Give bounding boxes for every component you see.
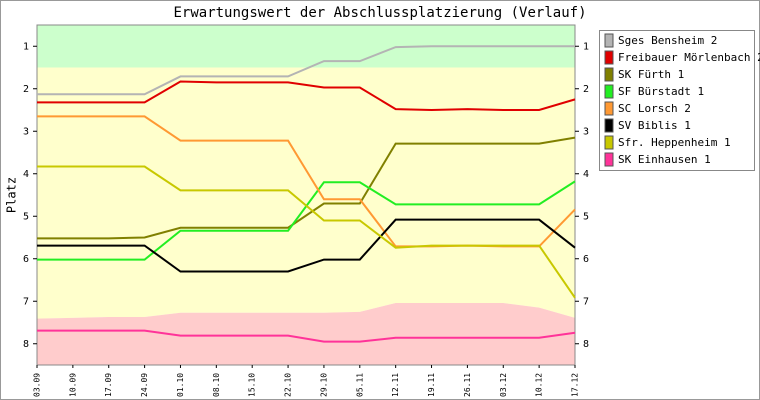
x-tick-label: 10.12: [535, 373, 544, 397]
y-tick-label: 8: [583, 339, 589, 350]
legend-swatch: [604, 33, 614, 48]
x-tick-label: 15.10: [248, 373, 257, 397]
y-tick-label: 6: [583, 254, 589, 265]
x-tick-label: 05.11: [355, 373, 364, 397]
y-tick-label: 1: [583, 41, 589, 52]
x-tick-label: 26.11: [463, 373, 472, 397]
legend-label: SK Fürth 1: [618, 68, 684, 81]
y-tick-label: 1: [23, 41, 29, 52]
zone: [37, 67, 575, 319]
legend-label: SF Bürstadt 1: [618, 85, 704, 98]
legend-label: Sfr. Heppenheim 1: [618, 136, 731, 149]
zone: [37, 302, 575, 365]
x-tick-label: 01.10: [176, 373, 185, 397]
plot-border: [36, 24, 576, 366]
x-tick-label: 08.10: [212, 373, 221, 397]
legend-swatch: [604, 84, 614, 99]
y-tick-label: 8: [23, 339, 29, 350]
legend-label: Freibauer Mörlenbach 2: [618, 51, 760, 64]
y-tick-label: 3: [23, 126, 29, 137]
series-line: [37, 80, 576, 112]
series-line: [37, 165, 576, 299]
x-tick-label: 10.09: [68, 373, 77, 397]
legend-swatch: [604, 135, 614, 150]
x-tick-label: 19.11: [427, 373, 436, 397]
series-line: [37, 136, 576, 240]
x-tick-label: 22.10: [284, 373, 293, 397]
legend-label: Sges Bensheim 2: [618, 34, 717, 47]
y-tick-label: 6: [23, 254, 29, 265]
y-tick-label: 4: [23, 169, 29, 180]
legend-swatch: [604, 118, 614, 133]
series-line: [37, 329, 576, 343]
y-tick-label: 7: [23, 296, 29, 307]
x-tick-label: 24.09: [140, 373, 149, 397]
y-tick-label: 2: [583, 84, 589, 95]
legend: [599, 30, 755, 171]
legend-label: SC Lorsch 2: [618, 102, 691, 115]
legend-swatch: [604, 50, 614, 65]
series-line: [37, 45, 575, 96]
x-tick-label: 17.09: [104, 373, 113, 397]
x-tick-label: 03.12: [499, 373, 508, 397]
legend-swatch: [604, 152, 614, 167]
legend-swatch: [604, 101, 614, 116]
y-tick-label: 5: [583, 211, 589, 222]
legend-swatch: [604, 67, 614, 82]
legend-label: SK Einhausen 1: [618, 153, 711, 166]
x-tick-label: 03.09: [33, 373, 42, 397]
zone: [37, 25, 575, 68]
x-tick-label: 12.11: [391, 373, 400, 397]
y-tick-label: 2: [23, 84, 29, 95]
y-tick-label: 4: [583, 169, 589, 180]
x-tick-label: 17.12: [571, 373, 580, 397]
x-tick-label: 29.10: [319, 373, 328, 397]
legend-label: SV Biblis 1: [618, 119, 691, 132]
y-tick-label: 5: [23, 211, 29, 222]
y-axis-label: Platz: [5, 177, 19, 213]
y-tick-label: 7: [583, 296, 589, 307]
series-line: [37, 218, 576, 273]
chart-title: Erwartungswert der Abschlussplatzierung …: [173, 5, 586, 21]
y-tick-label: 3: [583, 126, 589, 137]
